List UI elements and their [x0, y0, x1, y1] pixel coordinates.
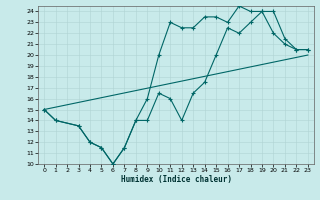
X-axis label: Humidex (Indice chaleur): Humidex (Indice chaleur) [121, 175, 231, 184]
